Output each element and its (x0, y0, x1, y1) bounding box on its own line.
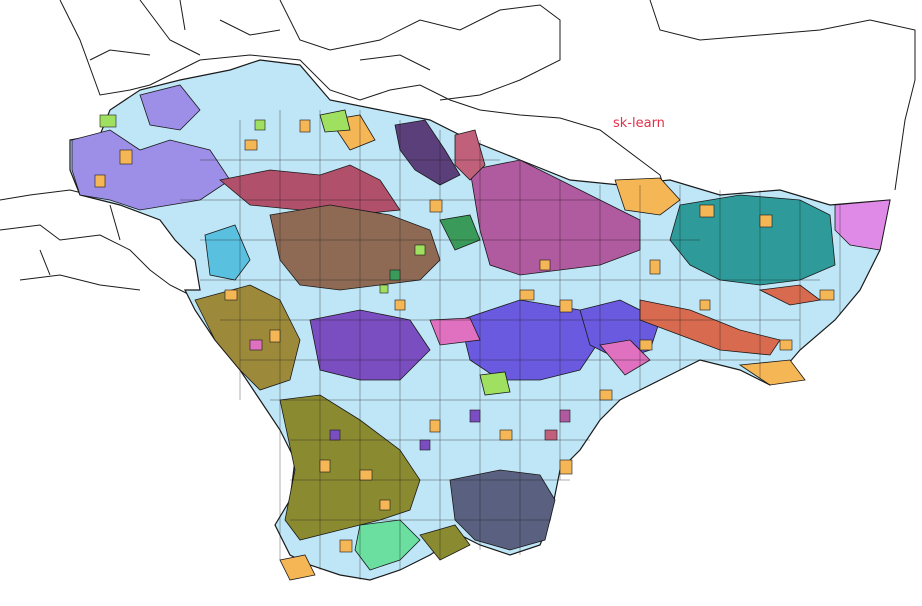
map-label: sk-learn (613, 116, 665, 131)
east-boundary (649, 0, 916, 191)
census-tract-lines (180, 110, 841, 580)
orange-cluster-tracts (94, 119, 835, 553)
region-sky-blue-valley (204, 224, 251, 281)
scattered-cluster-tracts (99, 114, 571, 451)
outer-boundaries (0, 0, 916, 296)
region-light-green-1 (479, 371, 511, 396)
region-coral-corridor (639, 299, 781, 356)
region-orange-sp (279, 554, 316, 581)
region-dark-purple-hills (394, 119, 461, 186)
north-hills (89, 0, 431, 71)
region-maroon-central (219, 164, 401, 216)
region-orange-east-1 (614, 177, 681, 216)
region-lavender-north (139, 84, 201, 131)
region-violet-far-east (834, 199, 891, 251)
region-tan-olive-west (194, 284, 301, 391)
region-olive-harbor (419, 524, 471, 561)
region-slate-longbeach (449, 469, 556, 551)
northern-boundary-line (59, 0, 666, 191)
region-light-green-2 (319, 109, 351, 133)
region-magenta-east (469, 159, 641, 276)
mountain-ridge-line (139, 0, 561, 101)
western-districts (0, 189, 191, 296)
